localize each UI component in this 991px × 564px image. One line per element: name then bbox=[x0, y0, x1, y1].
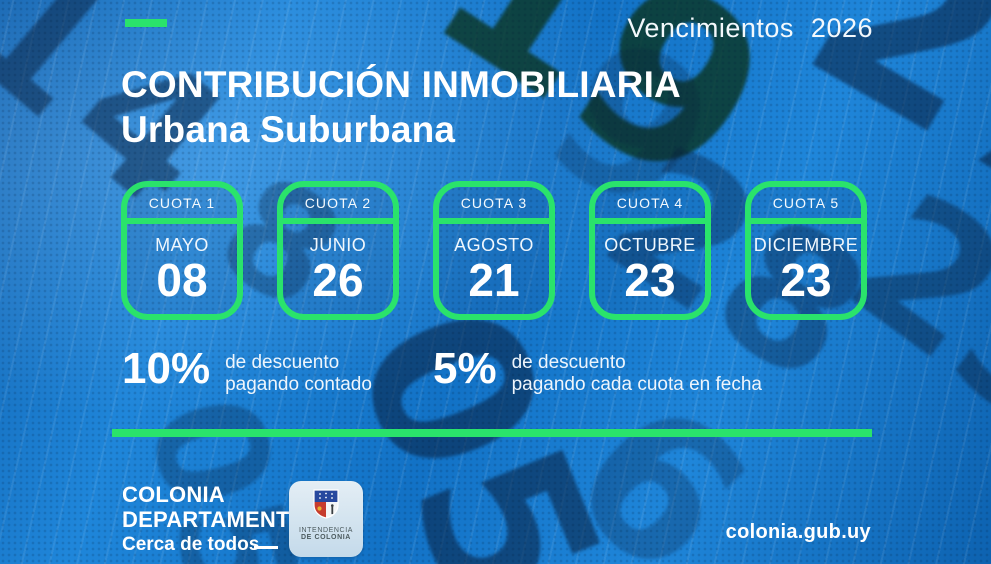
cuota-card-1: CUOTA 1 MAYO 08 bbox=[121, 181, 243, 320]
cuota-label: CUOTA 1 bbox=[148, 194, 216, 211]
day-number: 26 bbox=[312, 254, 364, 306]
day-number: 23 bbox=[780, 254, 832, 306]
intendencia-colonia-logo: INTENDENCIA DE COLONIA bbox=[289, 481, 363, 557]
cuota-card-4: CUOTA 4 OCTUBRE 23 bbox=[589, 181, 711, 320]
org-name-line-1: COLONIA bbox=[122, 482, 225, 507]
website-url: colonia.gub.uy bbox=[725, 521, 871, 543]
org-slogan: Cerca de todos bbox=[122, 534, 260, 555]
month-label: OCTUBRE bbox=[604, 235, 696, 255]
month-label: AGOSTO bbox=[454, 235, 534, 255]
organization-wordmark: COLONIA DEPARTAMENTO Cerca de todos bbox=[122, 482, 307, 556]
card-header: CUOTA 1 bbox=[127, 187, 237, 218]
cuota-label: CUOTA 2 bbox=[304, 194, 372, 211]
day-number: 08 bbox=[156, 254, 208, 306]
title-line-2: Urbana Suburbana bbox=[121, 109, 456, 150]
vencimientos-label: Vencimientos 2026 bbox=[627, 13, 873, 43]
cuota-card-5: CUOTA 5 DICIEMBRE 23 bbox=[745, 181, 867, 320]
card-divider bbox=[595, 218, 705, 224]
card-divider bbox=[283, 218, 393, 224]
cuota-card-2: CUOTA 2 JUNIO 26 bbox=[277, 181, 399, 320]
title-line-1: CONTRIBUCIÓN INMOBILIARIA bbox=[121, 64, 681, 105]
card-header: CUOTA 2 bbox=[283, 187, 393, 218]
month-label: DICIEMBRE bbox=[753, 235, 859, 255]
accent-dash bbox=[125, 19, 167, 27]
day-number: 21 bbox=[468, 254, 520, 306]
page-title: CONTRIBUCIÓN INMOBILIARIA Urbana Suburba… bbox=[121, 62, 681, 151]
cuota-label: CUOTA 3 bbox=[460, 194, 528, 211]
discount-percentage: 5% bbox=[433, 344, 497, 393]
discount-percentage: 10% bbox=[122, 344, 211, 393]
discount-on-time: 5% de descuento pagando cada cuota en fe… bbox=[433, 344, 762, 397]
discount-description-line-1: de descuento bbox=[511, 352, 626, 373]
card-header: CUOTA 4 bbox=[595, 187, 705, 218]
discount-description-line-1: de descuento bbox=[225, 352, 340, 373]
logo-text-line-1: INTENDENCIA bbox=[298, 527, 354, 534]
day-number: 23 bbox=[624, 254, 676, 306]
discount-description-line-2: pagando cada cuota en fecha bbox=[511, 374, 762, 396]
coat-of-arms-icon bbox=[313, 489, 339, 524]
org-name-line-2: DEPARTAMENTO bbox=[122, 507, 307, 532]
cuota-card-3: CUOTA 3 AGOSTO 21 bbox=[433, 181, 555, 320]
slogan-dash bbox=[254, 546, 278, 549]
month-label: MAYO bbox=[155, 235, 209, 255]
card-divider bbox=[751, 218, 861, 224]
logo-text-line-2: DE COLONIA bbox=[301, 534, 351, 541]
discount-description-line-2: pagando contado bbox=[225, 374, 372, 396]
green-divider-line bbox=[112, 429, 872, 437]
discount-cash: 10% de descuento pagando contado bbox=[122, 344, 372, 397]
cuota-label: CUOTA 5 bbox=[772, 194, 840, 211]
discount-description: de descuento pagando cada cuota en fecha bbox=[512, 352, 762, 397]
card-divider bbox=[439, 218, 549, 224]
due-date-cards: CUOTA 1 MAYO 08 CUOTA 2 JUNIO 26 CUOTA 3 bbox=[121, 181, 867, 320]
cuota-label: CUOTA 4 bbox=[616, 194, 684, 211]
discount-description: de descuento pagando contado bbox=[225, 352, 372, 397]
card-divider bbox=[127, 218, 237, 224]
card-header: CUOTA 3 bbox=[439, 187, 549, 218]
month-label: JUNIO bbox=[309, 235, 367, 255]
card-header: CUOTA 5 bbox=[751, 187, 861, 218]
